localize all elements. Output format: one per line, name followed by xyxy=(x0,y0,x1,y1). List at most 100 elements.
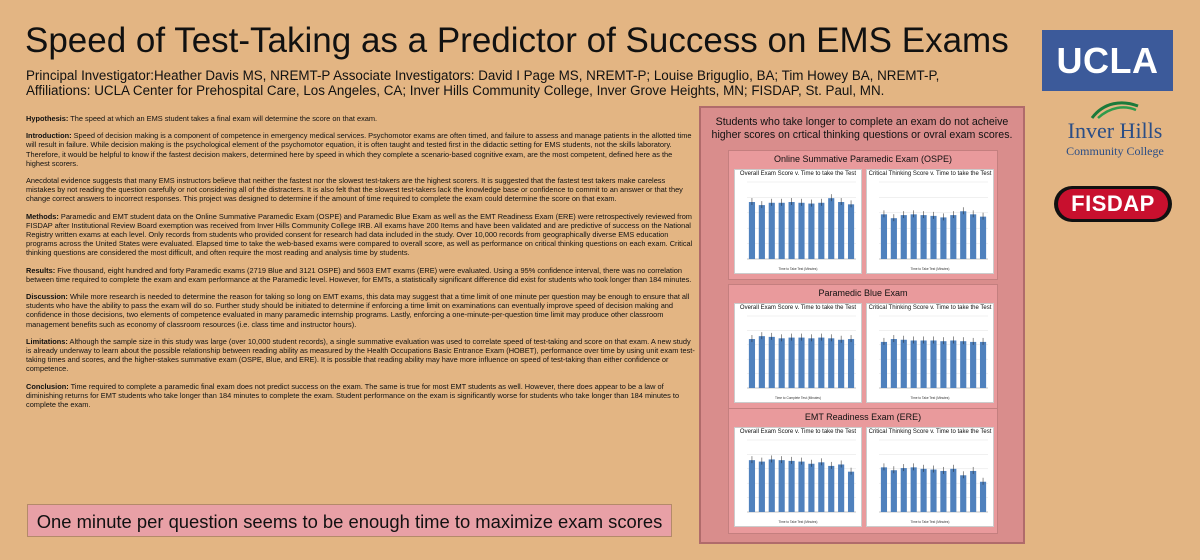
bar xyxy=(920,468,927,512)
authors-block: Principal Investigator:Heather Davis MS,… xyxy=(26,68,939,98)
bar xyxy=(890,470,897,512)
chart-title: Critical Thinking Score v. Time to take … xyxy=(868,305,992,311)
bar xyxy=(880,214,888,259)
bar xyxy=(930,469,937,512)
bar xyxy=(748,202,756,259)
bar xyxy=(838,464,845,512)
bar xyxy=(808,463,815,512)
bar xyxy=(818,462,825,512)
chart-title: Overall Exam Score v. Time to take the T… xyxy=(739,305,857,311)
bar xyxy=(798,461,805,512)
bar xyxy=(979,481,987,512)
bar xyxy=(758,461,765,512)
bar-chart xyxy=(879,315,988,389)
bar xyxy=(940,341,947,388)
chart-title: Critical Thinking Score v. Time to take … xyxy=(868,429,992,435)
bar xyxy=(930,340,937,388)
chart: Overall Exam Score v. Time to take the T… xyxy=(734,169,862,274)
bar xyxy=(880,341,888,388)
bar xyxy=(970,470,977,512)
inver-hills-sub: Community College xyxy=(1066,144,1164,158)
bar xyxy=(970,214,977,259)
bar xyxy=(900,468,907,512)
bar xyxy=(798,202,805,259)
bar xyxy=(828,465,835,512)
bar xyxy=(950,468,957,512)
chart-title: Overall Exam Score v. Time to take the T… xyxy=(739,429,857,435)
bar xyxy=(748,460,756,512)
inver-hills-logo: Inver Hills Community College xyxy=(1050,98,1180,168)
discussion-para: Discussion: While more research is neede… xyxy=(26,292,690,329)
x-axis-label: Time to Complete Test (Minutes) xyxy=(775,396,821,400)
poster-title: Speed of Test-Taking as a Predictor of S… xyxy=(25,21,1009,60)
bar xyxy=(788,460,795,512)
bar xyxy=(758,205,765,259)
results-panel: Students who take longer to complete an … xyxy=(699,106,1025,544)
bar xyxy=(910,467,917,512)
bar xyxy=(950,215,957,259)
bar xyxy=(768,459,775,512)
chart-group-blue: Paramedic Blue Exam Overall Exam Score v… xyxy=(728,284,998,410)
bar xyxy=(847,471,855,512)
chart-group-title: Paramedic Blue Exam xyxy=(818,288,908,298)
methods-para: Methods: Paramedic and EMT student data … xyxy=(26,211,693,258)
swoosh-icon xyxy=(1090,101,1139,119)
bar-chart xyxy=(879,439,988,513)
bar xyxy=(838,339,845,388)
bar xyxy=(748,339,756,388)
x-axis-label: Time to Take Test (Minutes) xyxy=(910,520,950,524)
bar xyxy=(828,198,835,259)
investigators-line: Principal Investigator:Heather Davis MS,… xyxy=(26,68,940,83)
bar xyxy=(778,202,785,259)
bar xyxy=(808,338,815,388)
bar xyxy=(900,215,907,259)
bar-chart xyxy=(747,315,856,389)
x-axis-label: Time to Take Test (Minutes) xyxy=(910,396,950,400)
bar xyxy=(960,341,967,388)
bar xyxy=(828,338,835,388)
results-panel-heading: Students who take longer to complete an … xyxy=(711,116,1013,141)
bar xyxy=(778,338,785,388)
bar xyxy=(808,203,815,259)
bar xyxy=(788,337,795,388)
bar xyxy=(768,202,775,259)
chart: Overall Exam Score v. Time to take the T… xyxy=(734,303,862,403)
x-axis-label: Time to Take Test (Minutes) xyxy=(910,267,950,271)
anecdotal-para: Anecdotal evidence suggests that many EM… xyxy=(26,176,683,204)
bar xyxy=(847,204,855,259)
bar xyxy=(940,217,947,259)
chart-title: Overall Exam Score v. Time to take the T… xyxy=(739,171,857,177)
bar xyxy=(890,339,897,388)
bar xyxy=(778,460,785,512)
conclusion-para: Conclusion: Time required to complete a … xyxy=(26,381,680,410)
bar xyxy=(818,337,825,388)
bar xyxy=(768,336,775,388)
body-text: Hypothesis: The speed at which an EMS st… xyxy=(26,114,696,417)
bar xyxy=(880,467,888,512)
chart-group-ere: EMT Readiness Exam (ERE) Overall Exam Sc… xyxy=(728,408,998,534)
limitations-para: Limitations: Although the sample size in… xyxy=(26,336,695,374)
bar xyxy=(979,216,987,259)
bar xyxy=(950,340,957,388)
takeaway-banner: One minute per question seems to be enou… xyxy=(27,504,672,537)
bar xyxy=(910,340,917,388)
introduction-para: Introduction: Speed of decision making i… xyxy=(26,131,692,168)
bar xyxy=(979,341,987,388)
bar xyxy=(890,218,897,259)
fisdap-logo: FISDAP xyxy=(1054,186,1172,222)
chart: Critical Thinking Score v. Time to take … xyxy=(866,303,994,403)
chart: Critical Thinking Score v. Time to take … xyxy=(866,169,994,274)
bar xyxy=(960,475,967,512)
hypothesis-para: Hypothesis: The speed at which an EMS st… xyxy=(26,114,378,123)
bar-chart xyxy=(747,439,856,513)
bar xyxy=(788,202,795,259)
chart-title: Critical Thinking Score v. Time to take … xyxy=(868,171,992,177)
x-axis-label: Time to Take Test (Minutes) xyxy=(778,520,818,524)
bar xyxy=(970,341,977,388)
x-axis-label: Time to Take Test (Minutes) xyxy=(778,267,818,271)
affiliations-line: Affiliations: UCLA Center for Prehospita… xyxy=(26,83,885,98)
bar xyxy=(758,336,765,388)
bar xyxy=(910,214,917,259)
bar xyxy=(900,339,907,388)
chart: Overall Exam Score v. Time to take the T… xyxy=(734,427,862,527)
